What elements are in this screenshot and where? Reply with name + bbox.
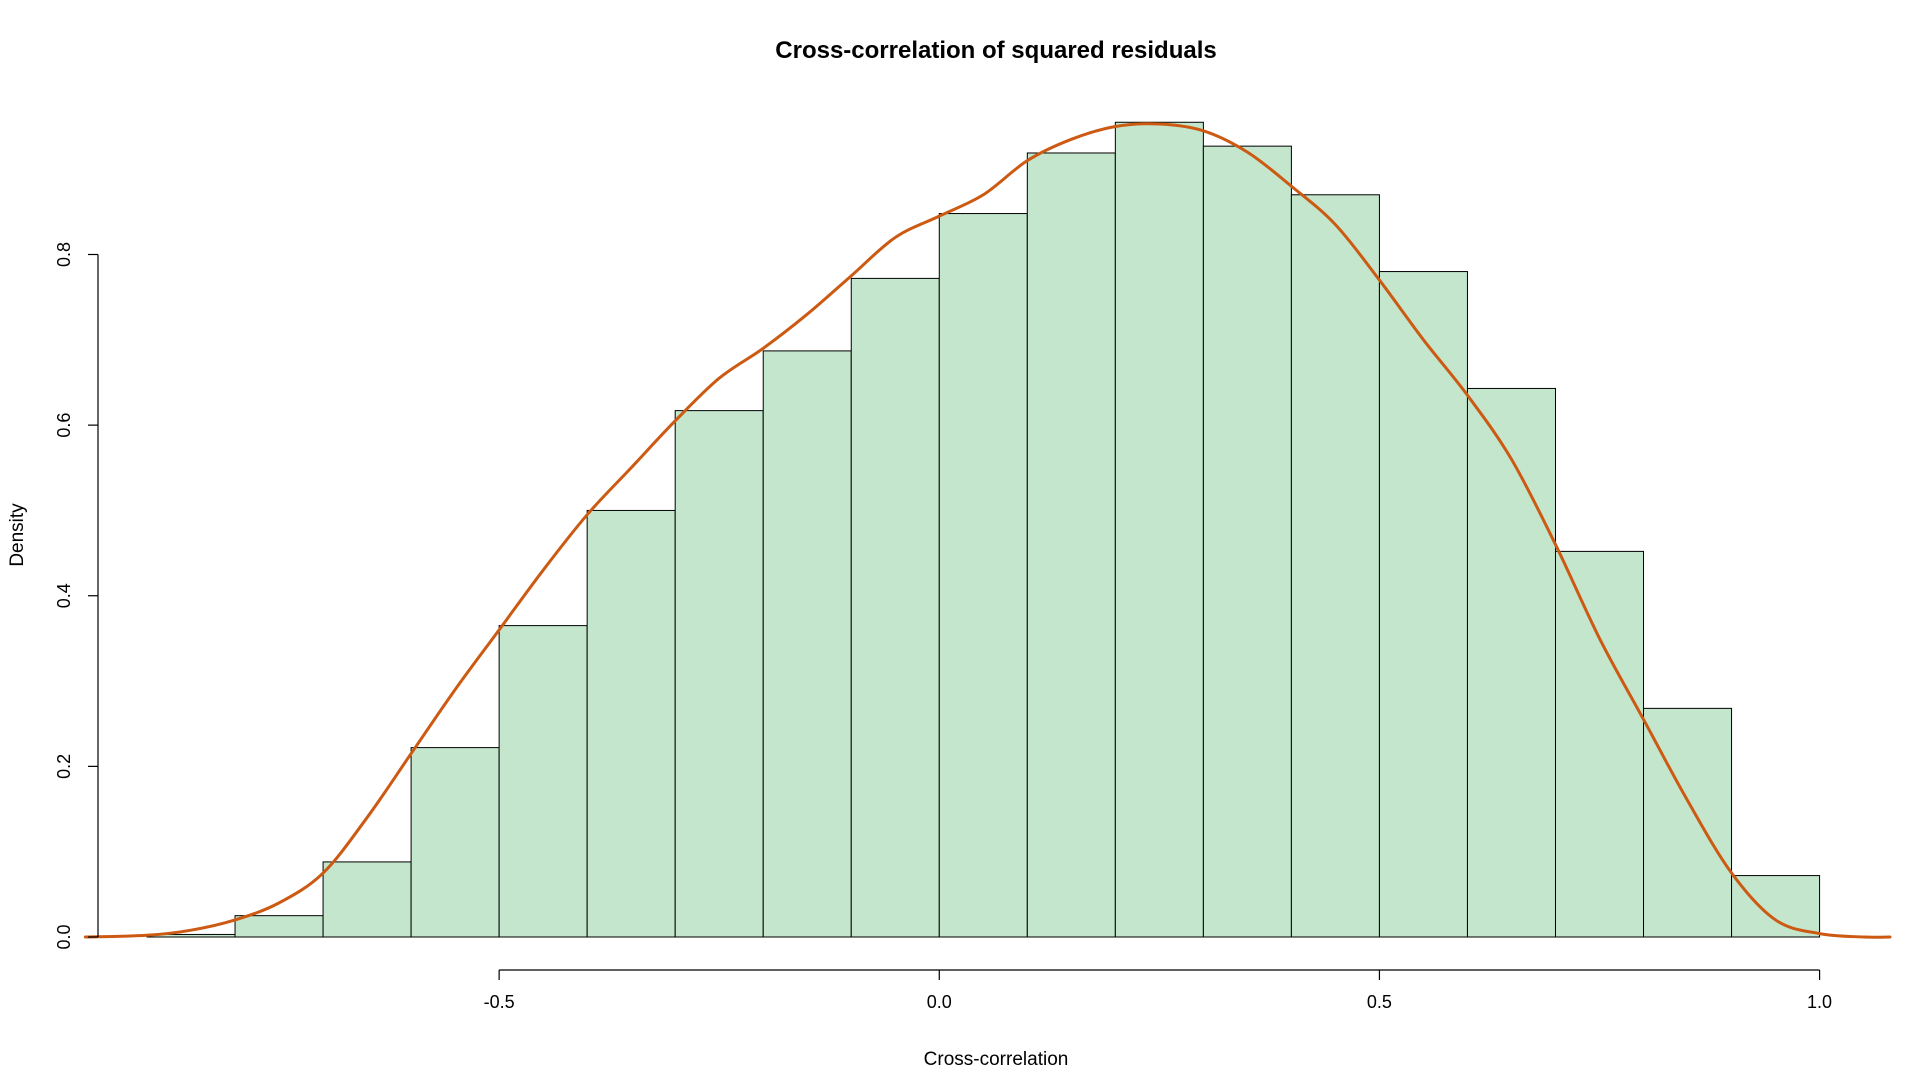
histogram-bar xyxy=(498,625,588,938)
histogram-bar xyxy=(1378,271,1468,938)
histogram-bar xyxy=(938,213,1028,938)
x-tick-label: 0.0 xyxy=(927,992,952,1012)
histogram-bar xyxy=(1114,121,1204,938)
histogram-bar xyxy=(1026,152,1116,938)
histogram-bar xyxy=(586,509,676,938)
x-tick-label: -0.5 xyxy=(484,992,515,1012)
histogram-bar xyxy=(234,915,324,938)
x-axis: -0.5 0.0 0.5 1.0 xyxy=(484,969,1832,1012)
histogram-bars xyxy=(146,121,1821,938)
histogram-bar xyxy=(762,350,852,938)
histogram-bar xyxy=(850,277,940,938)
histogram-bar xyxy=(1554,550,1645,938)
x-tick-label: 1.0 xyxy=(1807,992,1832,1012)
y-tick-label: 0.2 xyxy=(54,754,74,779)
histogram-bar xyxy=(674,410,764,938)
density-curve xyxy=(83,122,1892,939)
chart-title: Cross-correlation of squared residuals xyxy=(775,37,1216,64)
y-tick-label: 0.8 xyxy=(54,242,74,267)
x-axis-label: Cross-correlation xyxy=(924,1049,1069,1070)
y-tick-label: 0.4 xyxy=(54,583,74,608)
x-tick-label: 0.5 xyxy=(1367,992,1392,1012)
histogram-bar xyxy=(1202,145,1292,938)
histogram-bar xyxy=(1731,875,1821,938)
y-tick-label: 0.0 xyxy=(54,924,74,949)
y-axis-label: Density xyxy=(7,503,28,567)
histogram-bar xyxy=(1290,194,1380,938)
y-axis: 0.0 0.2 0.4 0.6 0.8 xyxy=(54,242,99,950)
histogram-bar xyxy=(1466,387,1556,938)
histogram-bar xyxy=(322,861,412,938)
histogram-bar xyxy=(410,747,500,938)
y-tick-label: 0.6 xyxy=(54,413,74,438)
